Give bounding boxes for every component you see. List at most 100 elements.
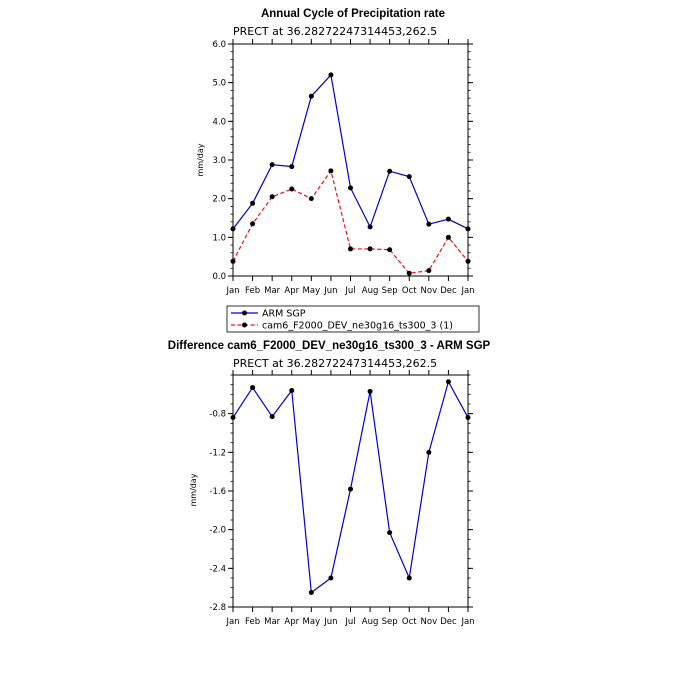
x-tick-label: Apr <box>284 617 299 627</box>
series-line <box>232 73 469 230</box>
x-tick-label: Jan <box>460 286 474 296</box>
data-point <box>367 388 373 394</box>
data-point <box>426 449 432 455</box>
y-axis-label: mm/day <box>196 143 205 176</box>
plot-frame <box>232 43 469 277</box>
data-point <box>328 72 334 78</box>
y-tick-label: -1.6 <box>209 487 226 497</box>
data-point <box>230 258 236 264</box>
legend-box <box>226 305 480 333</box>
data-point <box>289 387 295 393</box>
data-point <box>269 194 275 200</box>
data-point <box>348 486 353 492</box>
data-point <box>328 168 334 174</box>
chart-title: Difference cam6_F2000_DEV_ne30g16_ts300_… <box>168 340 491 352</box>
x-tick-label: Jun <box>323 286 337 296</box>
y-tick-label: 1.0 <box>212 233 226 243</box>
legend: ARM SGP cam6_F2000_DEV_ne30g16_ts300_3 (… <box>226 305 480 333</box>
legend-label-cam: cam6_F2000_DEV_ne30g16_ts300_3 (1) <box>262 321 453 332</box>
data-point <box>406 174 412 180</box>
x-tick-label: Nov <box>421 286 438 296</box>
data-point <box>367 224 373 230</box>
series-group <box>230 379 471 595</box>
chart-precipitation: Annual Cycle of Precipitation rate PRECT… <box>196 8 475 296</box>
x-tick-label: Feb <box>245 286 260 296</box>
data-point <box>230 415 236 421</box>
x-tick-label: Jul <box>344 617 355 627</box>
y-tick-label: -2.0 <box>209 526 226 536</box>
legend-marker-cam <box>242 322 247 328</box>
y-tick-labels: -0.8 -1.2 -1.6 -2.0 -2.4 -2.8 <box>209 410 226 613</box>
data-point <box>367 246 373 252</box>
y-tick-label: 4.0 <box>212 117 226 127</box>
x-tick-labels: Jan Feb Mar Apr May Jun Jul Aug Sep Oct Nov Dec Jan <box>225 617 474 627</box>
y-tick-label: -2.4 <box>209 564 226 574</box>
x-tick-label: Apr <box>284 286 299 296</box>
x-tick-label: Oct <box>402 286 417 296</box>
y-tick-label: -0.8 <box>209 410 226 420</box>
data-point <box>387 247 393 253</box>
y-tick-label: 2.0 <box>212 195 226 205</box>
x-tick-label: Mar <box>264 617 281 627</box>
x-tick-label: May <box>303 617 321 627</box>
data-point <box>426 268 432 274</box>
data-point <box>445 234 451 240</box>
tick-group <box>228 370 473 612</box>
x-tick-label: Sep <box>382 617 398 627</box>
legend-label-arm: ARM SGP <box>262 309 306 320</box>
x-tick-label: Dec <box>440 286 457 296</box>
data-point <box>308 93 314 99</box>
data-point <box>465 258 471 264</box>
y-tick-label: -2.8 <box>209 603 226 613</box>
chart-difference: Difference cam6_F2000_DEV_ne30g16_ts300_… <box>168 340 491 627</box>
data-point <box>387 168 393 174</box>
data-point <box>406 270 412 276</box>
data-point <box>426 221 432 227</box>
data-point <box>445 379 451 385</box>
y-tick-labels: 0.0 1.0 2.0 3.0 4.0 5.0 6.0 <box>212 40 226 282</box>
y-tick-label: -1.2 <box>209 448 226 458</box>
data-point <box>250 221 256 227</box>
chart-subtitle: PRECT at 36.28272247314453,262.5 <box>233 357 437 370</box>
y-tick-label: 5.0 <box>212 79 226 89</box>
data-point <box>387 530 393 536</box>
x-tick-label: Aug <box>362 617 379 627</box>
x-tick-label: Jun <box>323 617 337 627</box>
y-tick-label: 6.0 <box>212 40 226 50</box>
legend-marker-arm <box>242 310 247 316</box>
data-point <box>328 575 334 581</box>
x-tick-label: Oct <box>402 617 417 627</box>
x-tick-labels: Jan Feb Mar Apr May Jun Jul Aug Sep Oct Nov Dec Jan <box>225 286 474 296</box>
data-point <box>269 414 275 420</box>
x-tick-label: Jan <box>225 286 239 296</box>
chart-subtitle: PRECT at 36.28272247314453,262.5 <box>233 25 437 38</box>
data-point <box>230 226 236 232</box>
x-tick-label: Feb <box>245 617 260 627</box>
series-group <box>230 72 471 276</box>
data-point <box>308 590 314 595</box>
x-tick-label: Jul <box>344 286 355 296</box>
x-tick-label: Dec <box>440 617 457 627</box>
data-point <box>289 164 295 170</box>
data-point <box>348 246 353 252</box>
tick-group <box>228 39 473 281</box>
data-point <box>465 415 471 421</box>
data-point <box>289 186 295 192</box>
data-point <box>348 185 353 191</box>
x-tick-label: Jan <box>460 617 474 627</box>
data-point <box>445 216 451 222</box>
x-tick-label: May <box>303 286 321 296</box>
x-tick-label: Nov <box>421 617 438 627</box>
data-point <box>465 226 471 232</box>
data-point <box>406 575 412 581</box>
data-point <box>308 196 314 202</box>
x-tick-label: Mar <box>264 286 281 296</box>
y-tick-label: 0.0 <box>212 272 226 282</box>
x-tick-label: Jan <box>225 617 239 627</box>
x-tick-label: Aug <box>362 286 379 296</box>
y-tick-label: 3.0 <box>212 156 226 166</box>
data-point <box>250 385 256 391</box>
data-point <box>250 200 256 206</box>
x-tick-label: Sep <box>382 286 398 296</box>
